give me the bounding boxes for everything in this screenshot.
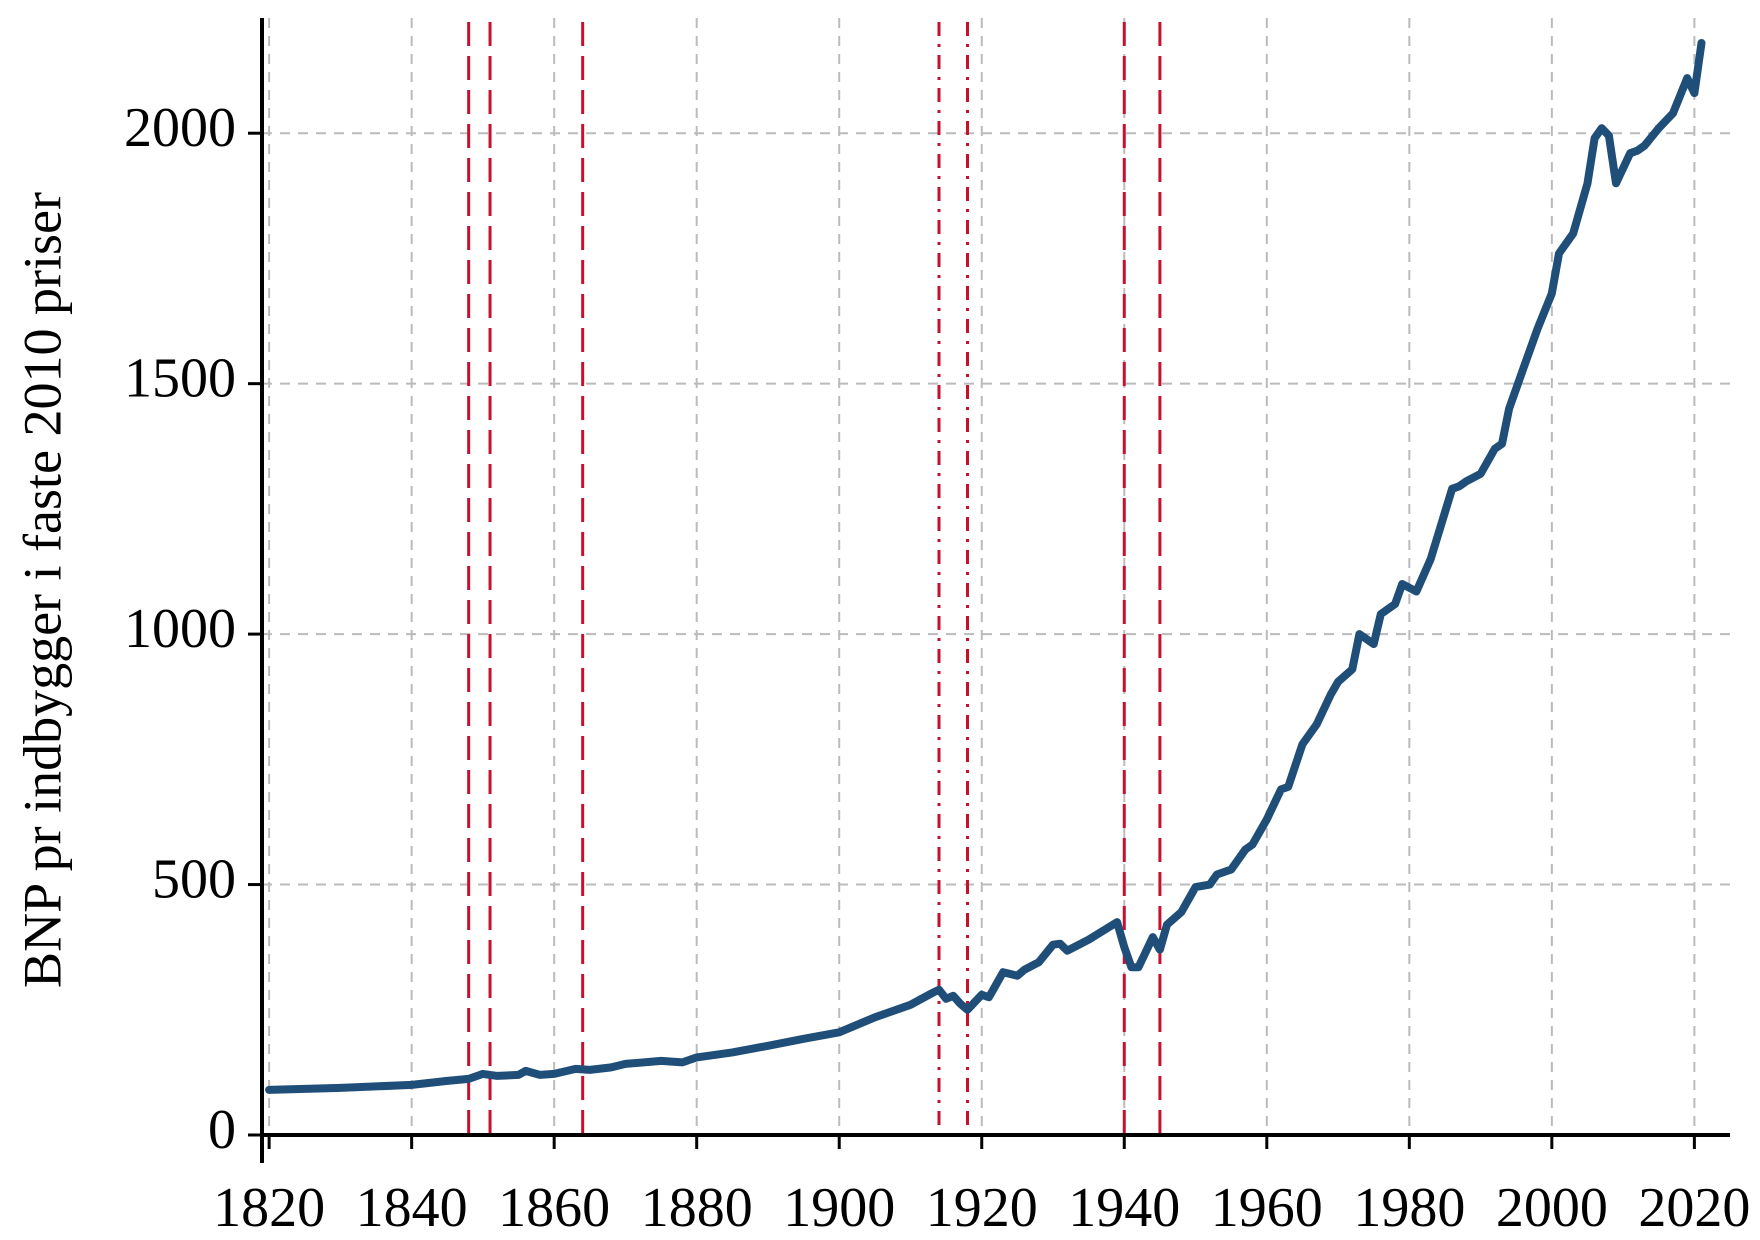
y-tick-label: 1000 [124, 598, 236, 660]
y-tick-label: 2000 [124, 97, 236, 159]
data-line [265, 39, 1706, 1094]
x-tick-label: 2000 [1496, 1177, 1608, 1239]
y-tick-label: 1500 [124, 347, 236, 409]
x-tick-label: 1920 [926, 1177, 1038, 1239]
y-tick-label: 500 [152, 848, 236, 910]
x-tick-label: 1900 [783, 1177, 895, 1239]
x-tick-label: 1980 [1353, 1177, 1465, 1239]
x-tick-label: 1860 [498, 1177, 610, 1239]
y-axis-label: BNP pr indbygger i faste 2010 priser [12, 192, 72, 988]
x-tick-label: 1940 [1068, 1177, 1180, 1239]
x-tick-label: 1820 [213, 1177, 325, 1239]
x-tick-label: 1960 [1211, 1177, 1323, 1239]
x-tick-label: 1840 [356, 1177, 468, 1239]
x-tick-label: 1880 [641, 1177, 753, 1239]
y-tick-label: 0 [208, 1099, 236, 1161]
x-tick-label: 2020 [1638, 1177, 1750, 1239]
